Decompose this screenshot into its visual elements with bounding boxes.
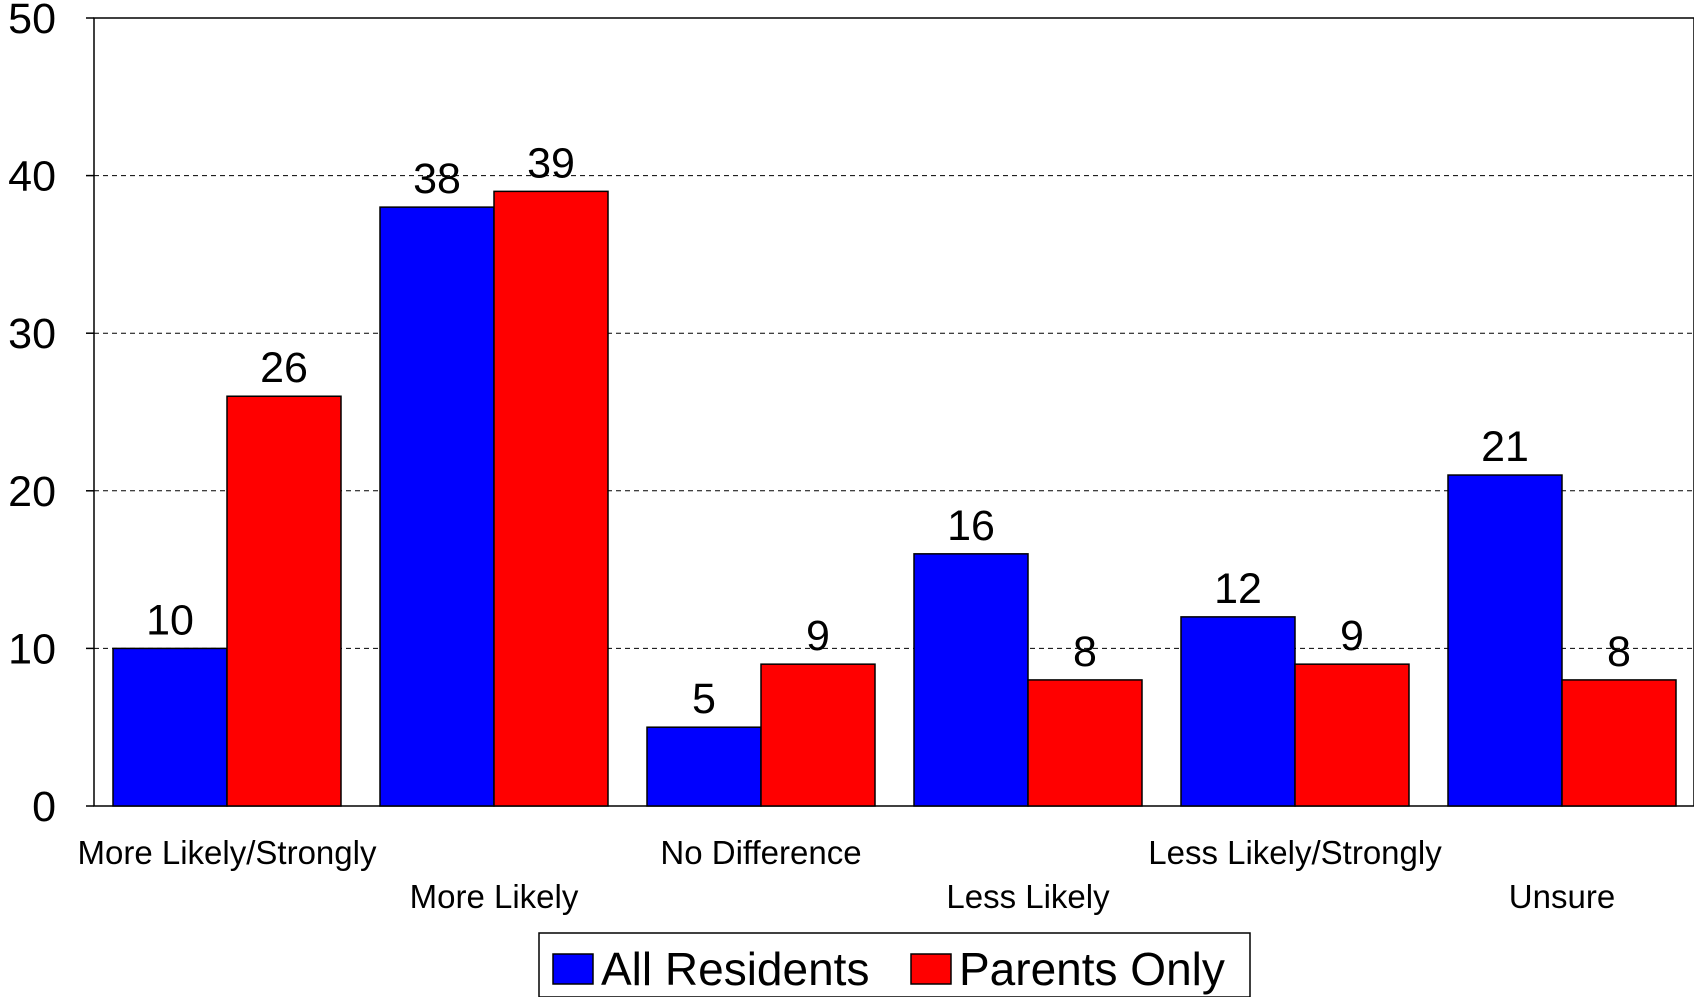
bar-value-label: 10	[146, 596, 194, 644]
y-tick-label: 20	[8, 468, 56, 516]
category-label: No Difference	[660, 834, 861, 871]
bar-value-label: 39	[527, 139, 575, 187]
legend-label: All Residents	[601, 943, 869, 995]
y-axis-ticks: 0 10 20 30 40 50	[8, 0, 94, 831]
y-tick-label: 10	[8, 625, 56, 673]
bar-value-label: 8	[1073, 628, 1097, 676]
bar-value-label: 38	[413, 155, 461, 203]
bar-value-label: 9	[806, 612, 830, 660]
category-label: Unsure	[1509, 878, 1615, 915]
bar-parents-only	[1561, 679, 1677, 807]
category-label: Less Likely/Strongly	[1148, 834, 1442, 871]
y-tick-label: 0	[32, 783, 56, 831]
legend-label: Parents Only	[959, 943, 1225, 995]
legend-swatch-all-residents	[552, 953, 594, 985]
bar-value-label: 12	[1214, 565, 1262, 613]
bar-value-label: 16	[947, 502, 995, 550]
legend-swatch-parents-only	[910, 953, 952, 985]
y-tick-label: 40	[8, 153, 56, 201]
bar-all-residents	[1180, 616, 1296, 807]
plot-area	[93, 17, 1694, 807]
bar-all-residents	[379, 206, 495, 807]
bar-value-label: 9	[1340, 612, 1364, 660]
bar-parents-only	[1294, 663, 1410, 807]
category-label: More Likely	[410, 878, 579, 915]
x-axis-labels: More Likely/Strongly More Likely No Differ…	[78, 834, 1616, 915]
bar-all-residents	[646, 726, 762, 807]
bar-all-residents	[112, 647, 228, 807]
bar-value-label: 5	[692, 675, 716, 723]
y-tick-label: 50	[8, 0, 56, 43]
bar-value-label: 8	[1607, 628, 1631, 676]
legend-box	[538, 932, 1251, 998]
data-labels: 10 26 38 39 5 9 16 8 12 9 21 8	[146, 139, 1631, 723]
y-tick-label: 30	[8, 310, 56, 358]
bar-parents-only	[226, 395, 342, 807]
bar-all-residents	[1447, 474, 1563, 807]
bar-value-label: 26	[260, 344, 308, 392]
bar-parents-only	[760, 663, 876, 807]
bars	[112, 190, 1677, 807]
bar-parents-only	[1027, 679, 1143, 807]
category-label: Less Likely	[946, 878, 1110, 915]
legend: All Residents Parents Only	[538, 932, 1251, 998]
grid-lines	[94, 175, 1694, 649]
bar-value-label: 21	[1481, 423, 1529, 471]
bar-parents-only	[493, 190, 609, 807]
category-label: More Likely/Strongly	[78, 834, 377, 871]
bar-all-residents	[913, 553, 1029, 807]
